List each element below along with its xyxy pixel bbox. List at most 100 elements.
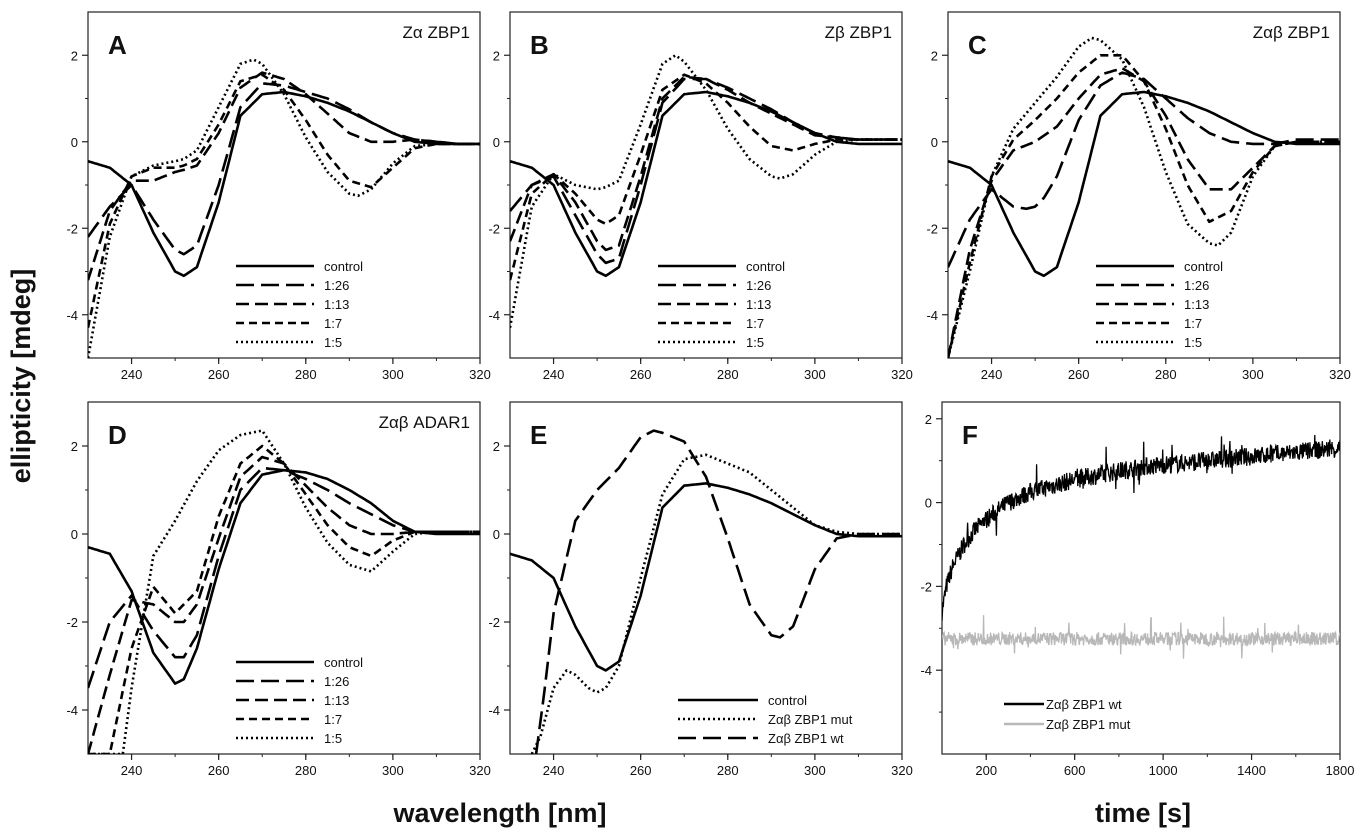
y-tick-label: -2	[926, 221, 938, 236]
panel-letter: F	[962, 420, 978, 450]
panel-title: Zα ZBP1	[403, 23, 470, 42]
panel-A: 240 260 280 300 320 -4 -2 0 2 A Zα ZBP1 control 1:26…	[66, 11, 491, 382]
series-line	[88, 468, 480, 685]
x-tick-label: 1000	[1149, 763, 1178, 778]
panel-D: 240 260 280 300 320 -4 -2 0 2 D Zαβ ADAR1 control 1:…	[66, 401, 491, 778]
panel-letter: B	[530, 30, 549, 60]
x-axis-title-wavelength: wavelength [nm]	[392, 798, 606, 828]
y-tick-label: -4	[488, 703, 500, 718]
x-tick-label: 320	[891, 367, 913, 382]
legend-label: 1:5	[1184, 335, 1202, 350]
x-tick-label: 280	[295, 763, 317, 778]
x-tick-label: 280	[717, 763, 739, 778]
legend-label: control	[324, 259, 363, 274]
y-tick-label: -4	[66, 703, 78, 718]
panel-title: Zβ ZBP1	[825, 23, 892, 42]
x-tick-label: 260	[208, 763, 230, 778]
legend-label: control	[746, 259, 785, 274]
legend-label: 1:13	[1184, 297, 1209, 312]
x-tick-label: 240	[543, 763, 565, 778]
series-line	[510, 75, 902, 252]
x-tick-label: 300	[1242, 367, 1264, 382]
series-line	[948, 71, 1340, 268]
panel-F: 200 600 1000 1400 1800 -4 -2 0 2 F Zαβ ZBP1 wt Zαβ …	[920, 401, 1355, 778]
panel-letter: C	[968, 30, 987, 60]
legend-label: control	[1184, 259, 1223, 274]
y-tick-label: 2	[493, 439, 500, 454]
legend-label: 1:26	[1184, 278, 1209, 293]
x-tick-label: 200	[975, 763, 997, 778]
legend-label: 1:13	[746, 297, 771, 312]
x-axis-title-time: time [s]	[1095, 798, 1191, 828]
legend-label: Zαβ ZBP1 mut	[1046, 717, 1131, 732]
y-tick-label: -2	[66, 221, 78, 236]
y-tick-label: -2	[66, 615, 78, 630]
legend-label: 1:26	[324, 674, 349, 689]
panel-letter: E	[530, 420, 547, 450]
legend-label: 1:5	[324, 731, 342, 746]
y-tick-label: 0	[493, 527, 500, 542]
series-line	[510, 90, 902, 278]
panel-letter: A	[108, 30, 127, 60]
series-line	[948, 36, 1340, 358]
series-line	[942, 434, 1340, 621]
x-tick-label: 280	[1155, 367, 1177, 382]
panel-title: Zαβ ADAR1	[379, 413, 470, 432]
x-tick-label: 320	[891, 763, 913, 778]
legend-label: Zαβ ZBP1 wt	[1046, 697, 1122, 712]
x-tick-label: 1800	[1326, 763, 1355, 778]
series-line	[510, 73, 902, 281]
series-layer	[948, 36, 1340, 358]
panel-B: 240 260 280 300 320 -4 -2 0 2 B Zβ ZBP1 control 1:26…	[488, 11, 913, 382]
legend-label: 1:13	[324, 297, 349, 312]
x-tick-label: 240	[121, 367, 143, 382]
y-tick-label: 2	[931, 48, 938, 63]
series-line	[88, 444, 480, 754]
x-tick-label: 240	[543, 367, 565, 382]
y-tick-label: 2	[71, 439, 78, 454]
panel-letter: D	[108, 420, 127, 450]
y-tick-label: -4	[488, 308, 500, 323]
series-line	[510, 482, 902, 672]
x-tick-label: 320	[1329, 367, 1351, 382]
y-tick-label: 0	[71, 527, 78, 542]
panel-title: Zαβ ZBP1	[1253, 23, 1330, 42]
series-line	[510, 54, 902, 328]
y-tick-label: 0	[931, 135, 938, 150]
series-line	[88, 429, 480, 754]
y-tick-label: -4	[926, 308, 938, 323]
series-line	[948, 66, 1340, 358]
y-tick-label: 0	[493, 135, 500, 150]
legend-label: 1:7	[746, 316, 764, 331]
y-tick-label: -2	[488, 221, 500, 236]
series-layer	[88, 429, 480, 754]
series-line	[88, 455, 480, 754]
y-tick-label: -4	[920, 663, 932, 678]
x-tick-label: 240	[981, 367, 1003, 382]
legend-label: 1:26	[324, 278, 349, 293]
series-line	[534, 429, 902, 754]
panels-layer: 240 260 280 300 320 -4 -2 0 2 A Zα ZBP1 control 1:26…	[66, 11, 1355, 778]
x-tick-label: 320	[469, 763, 491, 778]
series-line	[88, 71, 480, 281]
y-axis-title: ellipticity [mdeg]	[6, 269, 36, 484]
y-tick-label: 2	[493, 48, 500, 63]
legend-label: 1:7	[324, 712, 342, 727]
x-tick-label: 300	[804, 367, 826, 382]
x-tick-label: 600	[1064, 763, 1086, 778]
legend-label: 1:13	[324, 693, 349, 708]
x-tick-label: 1400	[1237, 763, 1266, 778]
legend-label: 1:7	[324, 316, 342, 331]
y-tick-label: -2	[920, 579, 932, 594]
y-tick-label: 0	[71, 135, 78, 150]
x-tick-label: 300	[382, 763, 404, 778]
y-tick-label: -2	[488, 615, 500, 630]
y-tick-label: 2	[71, 48, 78, 63]
x-tick-label: 300	[804, 763, 826, 778]
y-tick-label: -4	[66, 308, 78, 323]
series-line	[88, 82, 480, 256]
plot-frame	[509, 11, 903, 359]
x-tick-label: 280	[717, 367, 739, 382]
